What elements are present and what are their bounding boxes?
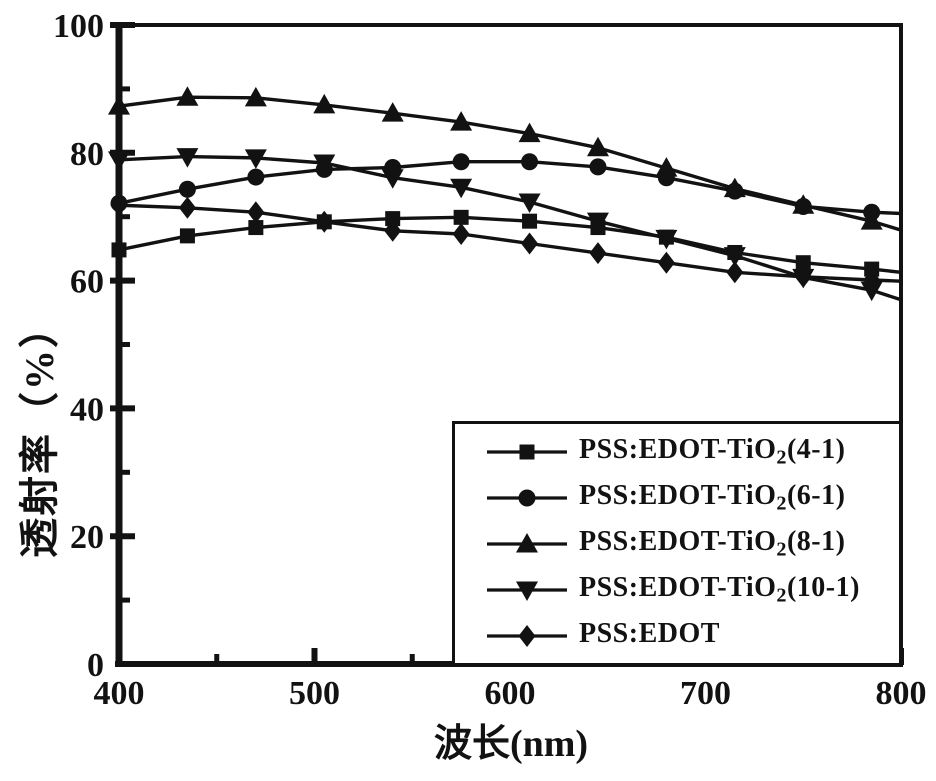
x-tick-label: 600 bbox=[485, 675, 536, 712]
legend-item: PSS:EDOT bbox=[485, 613, 899, 658]
diamond-marker bbox=[589, 242, 607, 265]
triangle-up-marker bbox=[313, 93, 336, 114]
legend-triangle-down-marker-icon bbox=[487, 581, 567, 601]
circle-marker bbox=[518, 489, 536, 506]
square-marker bbox=[111, 242, 127, 258]
square-marker bbox=[522, 213, 538, 229]
series-line-square bbox=[118, 215, 902, 274]
triangle-down-marker bbox=[518, 193, 541, 214]
y-tick-label: 80 bbox=[70, 136, 104, 173]
legend-label-text: (10-1) bbox=[786, 571, 860, 603]
diamond-marker bbox=[726, 261, 744, 284]
triangle-up-marker bbox=[723, 177, 746, 198]
diamond-marker bbox=[518, 624, 536, 647]
legend-label-text: PSS:EDOT-TiO bbox=[579, 433, 777, 465]
y-tick-label: 40 bbox=[70, 391, 104, 428]
square-marker bbox=[179, 228, 195, 244]
legend-label-text: (6-1) bbox=[786, 479, 846, 511]
legend-label: PSS:EDOT-TiO2(8-1) bbox=[579, 526, 845, 562]
legend-label-text: PSS:EDOT-TiO bbox=[579, 525, 777, 557]
diamond-marker bbox=[247, 201, 265, 224]
triangle-up-marker bbox=[860, 210, 883, 230]
series-line-triangle-down bbox=[118, 154, 902, 302]
triangle-up-marker bbox=[176, 86, 199, 106]
square-marker bbox=[453, 209, 469, 225]
legend-item: PSS:EDOT-TiO2(8-1) bbox=[485, 521, 899, 566]
triangle-down-marker bbox=[516, 581, 538, 601]
triangle-down-marker bbox=[176, 148, 199, 168]
legend-label-text: (8-1) bbox=[786, 525, 846, 557]
circle-marker bbox=[452, 153, 470, 171]
triangle-up-marker bbox=[518, 122, 541, 143]
square-marker bbox=[385, 211, 401, 227]
y-tick-label: 100 bbox=[53, 8, 104, 45]
square-marker bbox=[795, 255, 811, 271]
x-axis-title: 波长(nm) bbox=[433, 723, 589, 765]
triangle-down-marker bbox=[723, 247, 746, 267]
diamond-marker bbox=[863, 268, 881, 291]
circle-marker bbox=[178, 180, 196, 198]
diamond-marker bbox=[521, 232, 539, 255]
diamond-marker bbox=[657, 251, 675, 274]
legend-label-text: (4-1) bbox=[786, 433, 846, 465]
legend-label-text: PSS:EDOT-TiO bbox=[579, 571, 777, 603]
square-marker bbox=[519, 444, 535, 459]
triangle-down-marker bbox=[313, 154, 336, 175]
y-axis-title: 透射率（%） bbox=[17, 306, 62, 558]
triangle-down-marker bbox=[450, 178, 473, 199]
legend-label: PSS:EDOT-TiO2(6-1) bbox=[579, 480, 845, 516]
legend-label-text: PSS:EDOT bbox=[579, 617, 720, 649]
triangle-down-marker bbox=[655, 229, 678, 250]
x-tick-label: 500 bbox=[289, 675, 340, 712]
legend-label: PSS:EDOT-TiO2(10-1) bbox=[579, 572, 860, 608]
legend-label-subscript: 2 bbox=[776, 584, 787, 607]
legend-item: PSS:EDOT-TiO2(6-1) bbox=[485, 475, 899, 520]
legend-item: PSS:EDOT-TiO2(4-1) bbox=[485, 429, 899, 474]
legend-label-subscript: 2 bbox=[776, 492, 787, 515]
legend: PSS:EDOT-TiO2(4-1) PSS:EDOT-TiO2(6-1) PS… bbox=[452, 421, 902, 666]
diamond-marker bbox=[315, 210, 333, 233]
circle-marker bbox=[247, 168, 265, 186]
legend-label: PSS:EDOT bbox=[579, 618, 720, 654]
diamond-marker bbox=[110, 194, 128, 217]
legend-label: PSS:EDOT-TiO2(4-1) bbox=[579, 434, 845, 470]
triangle-up-marker bbox=[516, 532, 538, 552]
circle-marker bbox=[521, 153, 539, 171]
legend-diamond-marker-icon bbox=[487, 624, 567, 647]
x-tick-label: 800 bbox=[876, 675, 927, 712]
triangle-down-marker bbox=[244, 149, 267, 169]
triangle-down-marker bbox=[108, 151, 130, 171]
legend-label-subscript: 2 bbox=[776, 538, 787, 561]
diamond-marker bbox=[384, 219, 402, 242]
diamond-marker bbox=[794, 265, 812, 288]
triangle-down-marker bbox=[860, 281, 883, 302]
legend-item: PSS:EDOT-TiO2(10-1) bbox=[485, 567, 899, 612]
diamond-marker bbox=[178, 196, 196, 219]
legend-triangle-up-marker-icon bbox=[487, 532, 567, 552]
legend-square-marker-icon bbox=[487, 444, 567, 459]
y-tick-label: 0 bbox=[87, 647, 104, 684]
x-tick-label: 700 bbox=[680, 675, 731, 712]
triangle-up-marker bbox=[381, 102, 404, 122]
triangle-up-marker bbox=[586, 136, 609, 157]
triangle-up-marker bbox=[655, 157, 678, 177]
series-line-circle bbox=[118, 160, 902, 216]
circle-marker bbox=[589, 158, 607, 176]
triangle-up-marker bbox=[792, 194, 815, 214]
triangle-up-marker bbox=[244, 86, 267, 107]
triangle-down-marker bbox=[586, 212, 609, 233]
legend-label-text: PSS:EDOT-TiO bbox=[579, 479, 777, 511]
y-tick-label: 20 bbox=[70, 519, 104, 556]
square-marker bbox=[248, 220, 264, 236]
triangle-up-marker bbox=[450, 111, 473, 131]
legend-label-subscript: 2 bbox=[776, 446, 787, 469]
triangle-up-marker bbox=[108, 95, 130, 115]
legend-circle-marker-icon bbox=[487, 489, 567, 506]
x-tick-label: 400 bbox=[94, 675, 145, 712]
triangle-down-marker bbox=[381, 169, 404, 189]
y-tick-label: 60 bbox=[70, 264, 104, 301]
diamond-marker bbox=[452, 222, 470, 245]
